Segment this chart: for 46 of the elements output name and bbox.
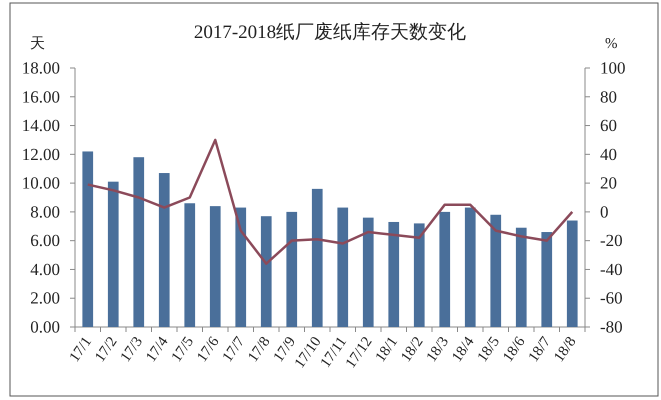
bar [108,182,119,327]
y-tick-label: 16.00 [22,87,60,106]
y2-tick-label: 0 [600,202,608,222]
chart-title: 2017-2018纸厂废纸库存天数变化 [194,21,466,43]
y2-tick-label: 40 [600,144,617,164]
bar [414,223,425,327]
y2-tick-label: -60 [600,288,623,308]
bar [439,212,450,327]
y-axis-title: 天 [30,36,45,52]
y2-tick-label: 20 [600,174,617,193]
y2-tick-label: -40 [600,260,623,279]
y2-tick-label: -80 [600,318,623,336]
bar [260,216,272,327]
bar [464,208,476,327]
y-tick-label: 6.00 [30,231,60,250]
y-tick-label: 4.00 [30,260,60,279]
bar [516,228,527,327]
bar [362,218,374,327]
y-tick-label: 8.00 [30,202,60,222]
y2-tick-label: 60 [600,116,617,136]
line-series [86,138,574,265]
y-tick-label: 14.00 [22,116,60,136]
y-tick-label: 12.00 [22,144,60,164]
bar [133,157,144,327]
y2-tick-label: 100 [600,58,626,78]
bar [541,232,552,327]
bar [566,220,578,327]
bar [158,173,170,327]
y2-tick-label: -20 [600,231,623,250]
bar [235,208,246,327]
bar [337,208,348,327]
bar [82,151,94,327]
bar [388,222,400,327]
bar [286,212,298,327]
y-tick-label: 2.00 [30,288,60,308]
bar [184,203,196,327]
bar [490,214,502,327]
y-tick-label: 0.00 [30,318,60,336]
y2-axis-title: % [605,36,618,52]
y-tick-label: 18.00 [22,58,60,78]
bar [210,206,221,327]
x-tick-label: 18/8 [551,334,580,366]
bar [312,188,323,327]
y2-tick-label: 80 [600,87,617,106]
y-tick-label: 10.00 [22,174,60,193]
x-tick-label: 17/8 [245,334,274,366]
